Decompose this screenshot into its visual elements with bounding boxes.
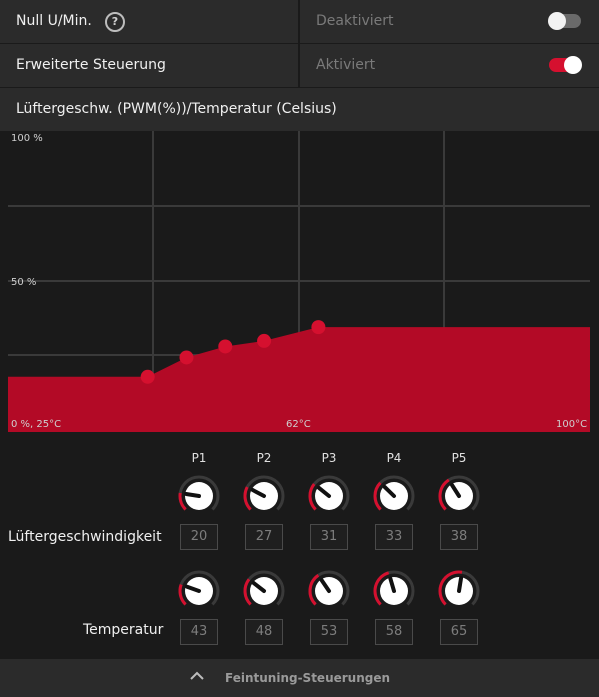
knob-track: [438, 570, 463, 606]
curve-title: Lüftergeschw. (PWM(%))/Temperatur (Celsi…: [16, 101, 337, 117]
column-header-p2: P2: [256, 451, 272, 465]
knob-indicator: [457, 576, 464, 593]
knob-indicator: [184, 584, 201, 593]
column-header-p3: P3: [321, 451, 337, 465]
knob-track: [373, 481, 382, 511]
curve-title-row: Lüftergeschw. (PWM(%))/Temperatur (Celsi…: [0, 88, 599, 131]
y-tick-100: 100 %: [11, 133, 43, 144]
temperature-knob-p3[interactable]: [307, 569, 351, 613]
knob-indicator: [251, 581, 266, 593]
fan-curve-area: [8, 327, 590, 432]
knob-indicator: [450, 483, 461, 498]
knob-track: [373, 571, 390, 606]
temperature-value-p5[interactable]: 65: [440, 619, 478, 645]
knob-track: [243, 578, 252, 606]
fan-speed-knob-p5[interactable]: [437, 474, 481, 518]
knob-track: [438, 478, 450, 511]
knob-track: [178, 492, 187, 511]
zero-rpm-row: Null U/Min. ? Deaktiviert: [0, 0, 599, 43]
temperature-knob-p5[interactable]: [437, 569, 481, 613]
advanced-control-label: Erweiterte Steuerung: [16, 57, 166, 73]
advanced-control-status: Aktiviert: [316, 57, 376, 73]
question-circle-icon[interactable]: ?: [105, 12, 125, 32]
knob-track: [243, 486, 252, 511]
zero-rpm-toggle[interactable]: [548, 12, 581, 30]
knob-indicator: [184, 491, 201, 498]
zero-rpm-status: Deaktiviert: [316, 13, 394, 29]
toggle-knob: [548, 12, 566, 30]
advanced-control-row: Erweiterte Steuerung Aktiviert: [0, 44, 599, 87]
fan-speed-knob-p3[interactable]: [307, 474, 351, 518]
fan-speed-value-p3[interactable]: 31: [310, 524, 348, 550]
temperature-knob-p1[interactable]: [177, 569, 221, 613]
fine-tuning-footer[interactable]: Feintuning-Steuerungen: [0, 659, 599, 697]
y-tick-50: 50 %: [11, 277, 36, 288]
chevron-up-icon[interactable]: [190, 671, 204, 681]
knob-indicator: [316, 485, 331, 498]
knob-track: [178, 584, 187, 606]
column-header-p1: P1: [191, 451, 207, 465]
knob-indicator: [382, 484, 396, 498]
divider: [298, 44, 300, 87]
fan-speed-knob-p4[interactable]: [372, 474, 416, 518]
curve-point-p2[interactable]: [179, 350, 194, 365]
x-tick-left: 0 %, 25°C: [11, 419, 61, 430]
column-header-p4: P4: [386, 451, 402, 465]
divider: [298, 0, 300, 43]
fine-tuning-label: Feintuning-Steuerungen: [225, 671, 391, 685]
temperature-value-p1[interactable]: 43: [180, 619, 218, 645]
knob-track: [308, 483, 317, 511]
column-header-p5: P5: [451, 451, 467, 465]
fan-speed-value-p1[interactable]: 20: [180, 524, 218, 550]
temperature-value-p2[interactable]: 48: [245, 619, 283, 645]
x-tick-mid: 62°C: [286, 419, 311, 430]
temperature-value-p3[interactable]: 53: [310, 619, 348, 645]
curve-point-p5[interactable]: [311, 320, 326, 335]
fan-speed-value-p2[interactable]: 27: [245, 524, 283, 550]
toggle-knob: [564, 56, 582, 74]
fan-speed-knob-p1[interactable]: [177, 474, 221, 518]
curve-point-p3[interactable]: [218, 339, 233, 354]
fan-speed-label: Lüftergeschwindigkeit: [8, 529, 162, 545]
knob-indicator: [319, 578, 331, 593]
temperature-knob-p2[interactable]: [242, 569, 286, 613]
fan-speed-knob-p2[interactable]: [242, 474, 286, 518]
knob-track: [308, 574, 320, 606]
zero-rpm-label: Null U/Min.: [16, 13, 92, 29]
x-tick-right: 100°C: [556, 419, 587, 430]
curve-point-p4[interactable]: [257, 333, 272, 348]
fan-curve-chart[interactable]: 100 % 50 % 0 %, 25°C 62°C 100°C: [8, 131, 590, 432]
knob-indicator: [250, 487, 266, 498]
temperature-knob-p4[interactable]: [372, 569, 416, 613]
fan-curve-svg[interactable]: 100 % 50 % 0 %, 25°C 62°C 100°C: [8, 131, 590, 432]
curve-point-p1[interactable]: [140, 369, 155, 384]
fan-speed-value-p4[interactable]: 33: [375, 524, 413, 550]
fan-speed-value-p5[interactable]: 38: [440, 524, 478, 550]
knob-indicator: [388, 576, 396, 593]
temperature-value-p4[interactable]: 58: [375, 619, 413, 645]
temperature-label: Temperatur: [83, 622, 164, 638]
advanced-control-toggle[interactable]: [549, 56, 582, 74]
